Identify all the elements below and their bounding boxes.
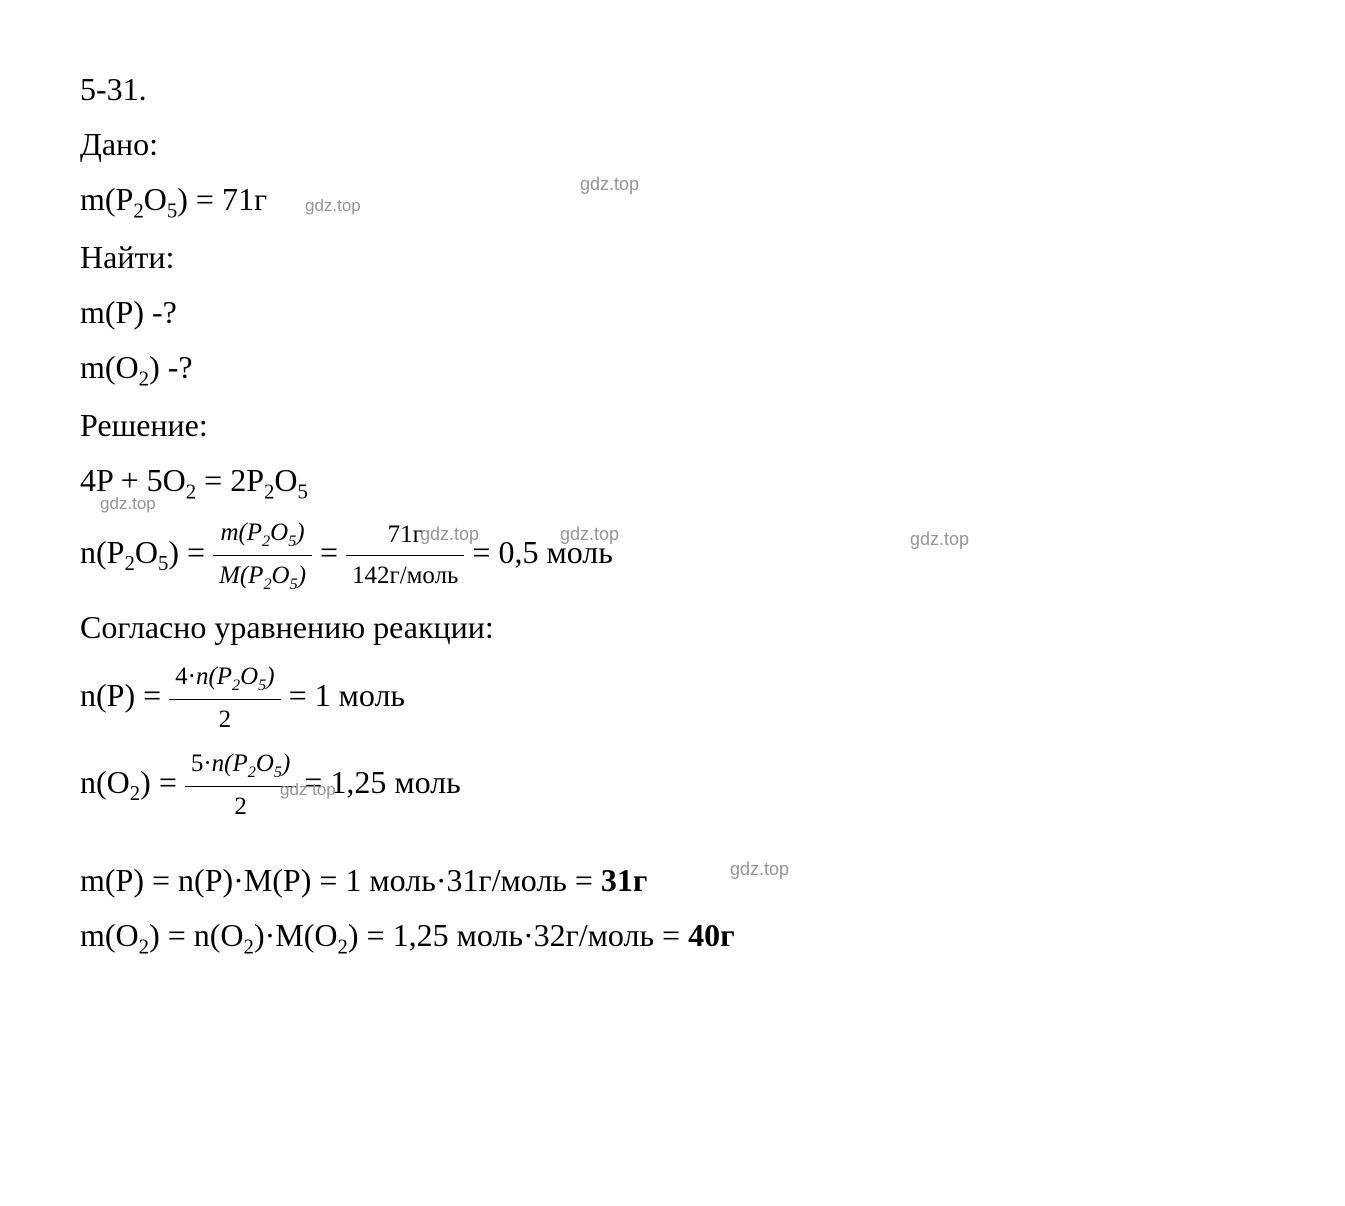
equation-line: 4P + 5O2 = 2P2O5 gdz.top (80, 455, 1265, 509)
text: ) = 1,25 моль·32г/моль = (348, 917, 688, 953)
num: 71г (346, 515, 464, 556)
sub: 2 (264, 481, 274, 504)
text: m (220, 519, 238, 546)
text: ) (296, 519, 304, 546)
text: m(P (80, 181, 133, 217)
text: (P (208, 663, 232, 690)
sub: 5 (158, 552, 168, 575)
sub: 2 (186, 481, 196, 504)
text: = 1 моль (289, 677, 405, 713)
text: O (270, 519, 288, 546)
text: ) -? (149, 349, 193, 385)
calc-line-3: n(O2) = 5·n(P2O5) 2 = 1,25 моль gdz top (80, 744, 1265, 827)
text: M (219, 562, 240, 589)
sub: 2 (139, 935, 149, 958)
find-line-2: m(O2) -? (80, 342, 1265, 396)
text: )·M(O (254, 917, 338, 953)
text: n (212, 750, 224, 777)
den: 142г/моль (346, 556, 464, 596)
text: ) = (168, 534, 213, 570)
text: O (272, 562, 290, 589)
sub: 2 (133, 200, 143, 223)
text: (P (240, 562, 264, 589)
sub: 2 (248, 763, 256, 781)
answer-line-1: m(P) = n(P)·M(P) = 1 моль·31г/моль = 31г (80, 855, 1265, 906)
text: m(P) = n(P)·M(P) = 1 моль·31г/моль = (80, 862, 601, 898)
fraction-1: m(P2O5) M(P2O5) (213, 513, 312, 598)
text: (P (238, 519, 262, 546)
text: (P (224, 750, 248, 777)
sub: 2 (337, 935, 347, 958)
sub: 5 (298, 481, 308, 504)
given-line-1: m(P2O5) = 71г gdz.top (80, 174, 1265, 228)
text: = (320, 534, 346, 570)
watermark-inline: gdz top (280, 776, 336, 803)
text: O (256, 750, 274, 777)
sub: 2 (130, 782, 140, 805)
fraction: 4·n(P2O5) 2 (169, 657, 280, 740)
sub: 2 (244, 935, 254, 958)
text: O (240, 663, 258, 690)
find-line-1: m(P) -? (80, 287, 1265, 338)
text: = 2P (196, 462, 264, 498)
text: ) (266, 663, 274, 690)
sub: 2 (232, 676, 240, 694)
text-line: Согласно уравнению реакции: (80, 602, 1265, 653)
answer-bold: 31г (601, 862, 648, 898)
text: O (135, 534, 158, 570)
text: ) = 71г (177, 181, 267, 217)
den: 2 (169, 700, 280, 740)
text: n (196, 663, 208, 690)
dano-label: Дано: (80, 119, 1265, 170)
calc-line-1: n(P2O5) = m(P2O5) M(P2O5) = 71г 142г/мол… (80, 513, 1265, 598)
sub: 2 (124, 552, 134, 575)
text: m(O (80, 917, 139, 953)
text: m(O (80, 349, 139, 385)
fraction-2: 71г 142г/моль (346, 515, 464, 596)
problem-number: 5-31. (80, 64, 1265, 115)
text: = 0,5 моль (472, 534, 612, 570)
text: O (274, 462, 297, 498)
find-label: Найти: (80, 232, 1265, 283)
sub: 5 (290, 575, 298, 593)
text: O (144, 181, 167, 217)
solution-label: Решение: (80, 400, 1265, 451)
sub: 2 (262, 532, 270, 550)
text: n(P (80, 534, 124, 570)
text: n(P) = (80, 677, 169, 713)
text: ) (298, 562, 306, 589)
sub: 5 (167, 200, 177, 223)
text: ) = (140, 764, 185, 800)
text: ) (282, 750, 290, 777)
calc-line-2: n(P) = 4·n(P2O5) 2 = 1 моль (80, 657, 1265, 740)
watermark-inline: gdz.top (305, 192, 361, 219)
text: 4· (175, 663, 196, 690)
answer-bold: 40г (688, 917, 735, 953)
sub: 2 (263, 575, 271, 593)
sub: 2 (139, 368, 149, 391)
text: ) = n(O (149, 917, 243, 953)
text: 5· (191, 750, 212, 777)
text: n(O (80, 764, 130, 800)
answer-line-2: m(O2) = n(O2)·M(O2) = 1,25 моль·32г/моль… (80, 910, 1265, 964)
